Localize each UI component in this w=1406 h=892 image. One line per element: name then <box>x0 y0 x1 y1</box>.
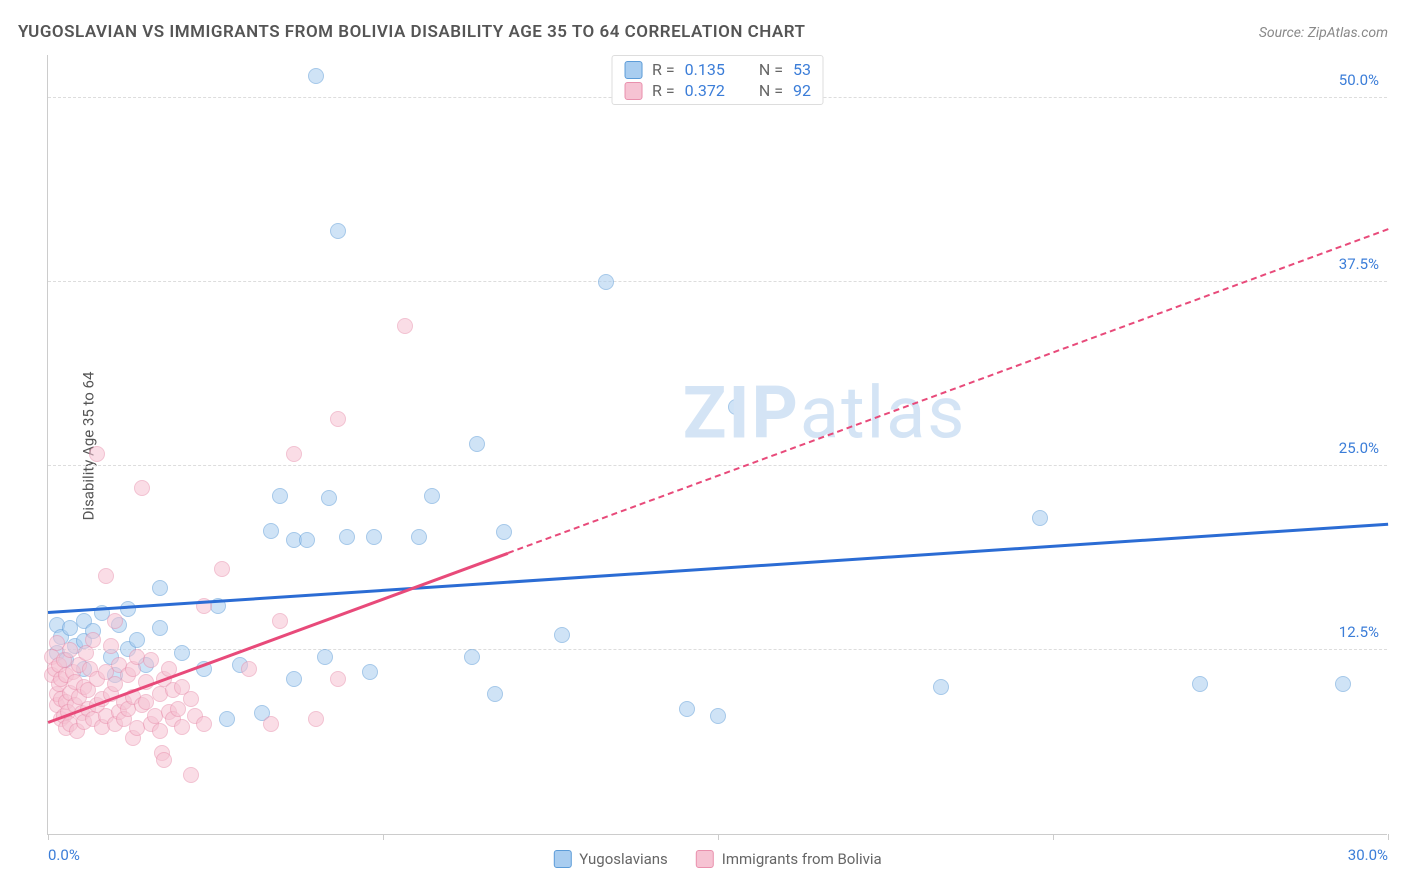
data-point <box>219 711 235 727</box>
data-point <box>174 645 190 661</box>
legend-swatch <box>624 61 642 79</box>
data-point <box>120 601 136 617</box>
data-point <box>170 701 186 717</box>
data-point <box>103 638 119 654</box>
legend-label: Yugoslavians <box>579 850 668 868</box>
data-point <box>241 661 257 677</box>
data-point <box>496 524 512 540</box>
legend-item: Immigrants from Bolivia <box>696 850 882 868</box>
series-legend: Yugoslavians Immigrants from Bolivia <box>553 850 881 868</box>
data-point <box>308 711 324 727</box>
data-point <box>107 613 123 629</box>
data-point <box>134 480 150 496</box>
data-point <box>1192 676 1208 692</box>
data-point <box>308 68 324 84</box>
data-point <box>1335 676 1351 692</box>
data-point <box>469 436 485 452</box>
data-point <box>152 723 168 739</box>
x-tick <box>718 834 719 840</box>
data-point <box>156 752 172 768</box>
data-point <box>62 642 78 658</box>
data-point <box>263 716 279 732</box>
data-point <box>411 529 427 545</box>
x-tick <box>383 834 384 840</box>
data-point <box>362 664 378 680</box>
y-tick-label: 37.5% <box>1339 255 1379 273</box>
trend-line <box>508 229 1389 555</box>
data-point <box>330 223 346 239</box>
data-point <box>598 274 614 290</box>
data-point <box>487 686 503 702</box>
data-point <box>263 523 279 539</box>
data-point <box>679 701 695 717</box>
legend-n-value: 53 <box>793 60 811 79</box>
trend-line <box>48 552 509 724</box>
y-tick-label: 12.5% <box>1339 623 1379 641</box>
data-point <box>330 411 346 427</box>
data-point <box>152 620 168 636</box>
x-tick <box>1388 834 1389 840</box>
data-point <box>152 580 168 596</box>
data-point <box>317 649 333 665</box>
data-point <box>89 446 105 462</box>
trend-line <box>48 522 1388 613</box>
x-tick <box>48 834 49 840</box>
legend-n-value: 92 <box>793 81 811 100</box>
legend-row: R = 0.135 N = 53 <box>624 60 811 79</box>
legend-n-label: N = <box>759 60 783 79</box>
chart-source: Source: ZipAtlas.com <box>1259 25 1388 41</box>
legend-r-label: R = <box>652 60 675 79</box>
y-tick-label: 25.0% <box>1339 439 1379 457</box>
correlation-legend: R = 0.135 N = 53 R = 0.372 N = 92 <box>611 55 824 105</box>
x-tick <box>1053 834 1054 840</box>
watermark: ZIPatlas <box>683 371 967 456</box>
legend-swatch <box>553 850 571 868</box>
data-point <box>98 568 114 584</box>
gridline <box>48 465 1387 466</box>
data-point <box>397 318 413 334</box>
x-tick-label: 0.0% <box>48 846 80 864</box>
scatter-chart: ZIPatlas 12.5%25.0%37.5%50.0%0.0%30.0%R … <box>47 55 1387 835</box>
legend-label: Immigrants from Bolivia <box>722 850 882 868</box>
legend-r-value: 0.135 <box>685 60 725 79</box>
gridline <box>48 281 1387 282</box>
legend-r-label: R = <box>652 81 675 100</box>
legend-r-value: 0.372 <box>685 81 725 100</box>
data-point <box>710 708 726 724</box>
x-tick-label: 30.0% <box>1348 846 1388 864</box>
data-point <box>933 679 949 695</box>
data-point <box>424 488 440 504</box>
chart-title: YUGOSLAVIAN VS IMMIGRANTS FROM BOLIVIA D… <box>18 22 806 42</box>
data-point <box>272 613 288 629</box>
data-point <box>339 529 355 545</box>
data-point <box>85 632 101 648</box>
data-point <box>366 529 382 545</box>
data-point <box>174 719 190 735</box>
data-point <box>321 490 337 506</box>
data-point <box>129 632 145 648</box>
data-point <box>286 671 302 687</box>
legend-n-label: N = <box>759 81 783 100</box>
data-point <box>183 691 199 707</box>
data-point <box>286 446 302 462</box>
data-point <box>464 649 480 665</box>
chart-header: YUGOSLAVIAN VS IMMIGRANTS FROM BOLIVIA D… <box>18 22 1388 42</box>
legend-swatch <box>696 850 714 868</box>
legend-item: Yugoslavians <box>553 850 668 868</box>
data-point <box>1032 510 1048 526</box>
data-point <box>196 716 212 732</box>
legend-swatch <box>624 82 642 100</box>
data-point <box>143 652 159 668</box>
legend-row: R = 0.372 N = 92 <box>624 81 811 100</box>
data-point <box>214 561 230 577</box>
data-point <box>299 532 315 548</box>
data-point <box>728 399 744 415</box>
data-point <box>183 767 199 783</box>
data-point <box>272 488 288 504</box>
y-tick-label: 50.0% <box>1339 71 1379 89</box>
data-point <box>330 671 346 687</box>
data-point <box>554 627 570 643</box>
